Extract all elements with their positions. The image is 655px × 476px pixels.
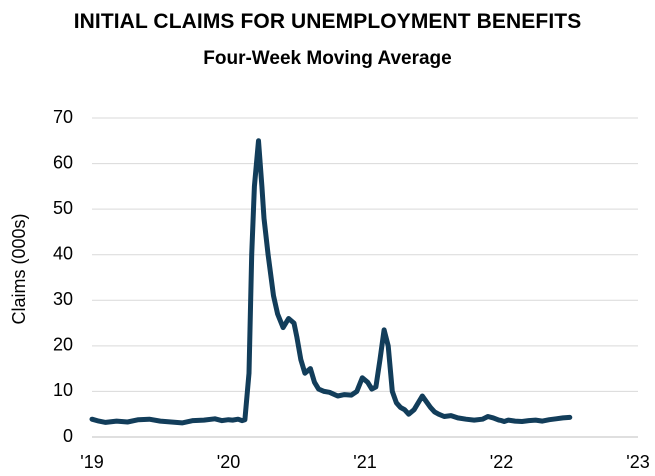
gridlines xyxy=(92,117,638,438)
series-group xyxy=(89,138,573,426)
series-line xyxy=(89,138,573,426)
y-axis-ticks: 0 10 20 30 40 50 60 70 xyxy=(53,107,73,446)
x-tick-label: '23 xyxy=(626,452,649,472)
x-tick-label: '21 xyxy=(353,452,376,472)
y-tick-label: 0 xyxy=(63,426,73,446)
x-tick-label: '20 xyxy=(217,452,240,472)
chart-subtitle: Four-Week Moving Average xyxy=(203,48,452,69)
chart-title: INITIAL CLAIMS FOR UNEMPLOYMENT BENEFITS xyxy=(73,10,582,33)
y-axis-label: Claims (000s) xyxy=(9,213,29,324)
y-tick-label: 40 xyxy=(53,243,73,263)
y-tick-label: 30 xyxy=(53,289,73,309)
x-axis-ticks: '19 '20 '21 '22 '23 xyxy=(80,452,649,472)
x-tick-label: '19 xyxy=(80,452,103,472)
y-tick-label: 10 xyxy=(53,380,73,400)
y-tick-label: 60 xyxy=(53,152,73,172)
y-tick-label: 50 xyxy=(53,198,73,218)
y-tick-label: 20 xyxy=(53,335,73,355)
x-tick-label: '22 xyxy=(490,452,513,472)
y-tick-label: 70 xyxy=(53,107,73,127)
